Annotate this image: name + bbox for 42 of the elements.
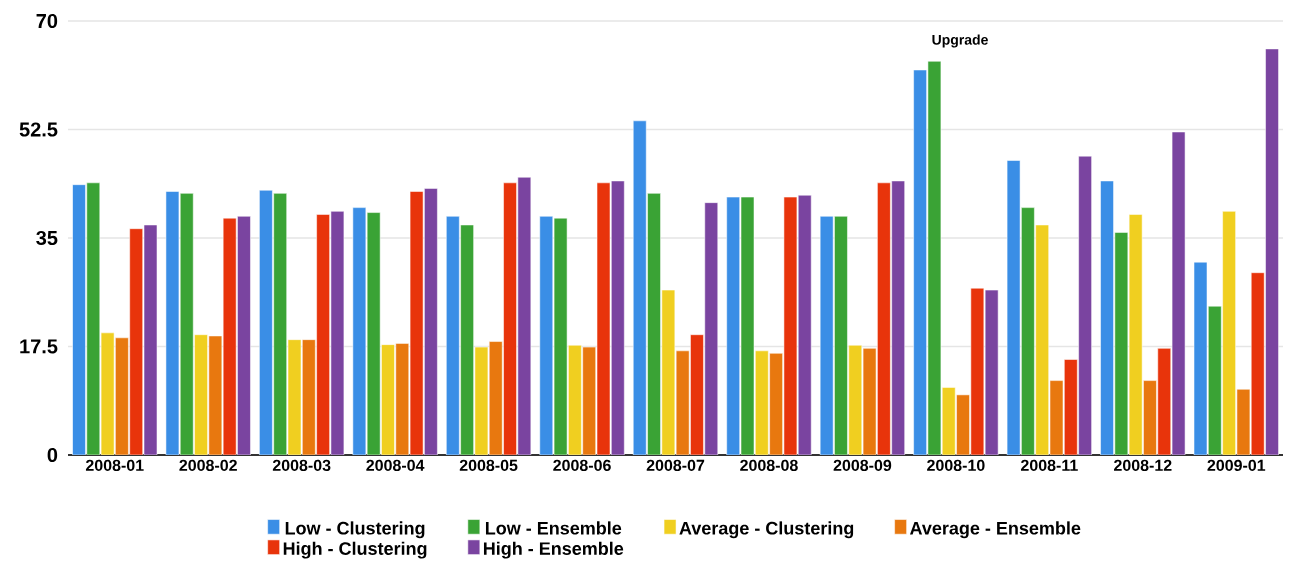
y-tick-label: 17.5 [20, 339, 58, 354]
y-tick-label: 35 [36, 230, 58, 246]
bar [726, 196, 740, 455]
bar [819, 216, 834, 455]
x-tick-label: 2008-02 [179, 459, 237, 472]
annotation: Upgrade [932, 34, 988, 48]
x-tick-label: 2008-06 [553, 459, 611, 472]
x-tick-label: 2008-09 [833, 459, 892, 472]
bar [582, 346, 596, 455]
bar [769, 353, 783, 455]
bar [259, 189, 273, 455]
x-tick-label: 2009-01 [1207, 459, 1266, 472]
x-tick-label: 2008-05 [459, 459, 518, 472]
x-tick-label: 2008-04 [366, 459, 425, 472]
bar [302, 339, 316, 455]
bar [632, 120, 647, 455]
bar [115, 337, 129, 455]
x-tick-label: 2008-11 [1020, 459, 1078, 472]
legend-label: Low - Clustering [285, 521, 425, 539]
x-tick-label: 2008-12 [1114, 459, 1172, 472]
bar [446, 216, 460, 455]
x-tick-label: 2008-01 [85, 459, 144, 472]
y-tick-label: 52.5 [19, 122, 58, 137]
bar [488, 341, 503, 455]
legend-label: High - Ensemble [483, 541, 624, 559]
bar [72, 184, 86, 455]
bar [913, 69, 927, 455]
bar [1143, 380, 1157, 455]
y-tick-label: 70 [36, 13, 58, 29]
legend-label: Low - Ensemble [485, 521, 622, 535]
x-tick-label: 2008-08 [740, 459, 798, 472]
legend-label: High - Clustering [283, 541, 427, 559]
bar [675, 350, 690, 455]
x-tick-label: 2008-07 [646, 459, 705, 472]
x-tick-label: 2008-03 [272, 459, 331, 472]
bar [1100, 180, 1114, 455]
legend-label: Average - Ensemble [909, 521, 1081, 539]
y-tick-label: 0 [47, 447, 58, 463]
bar [539, 216, 554, 455]
bar [395, 343, 410, 455]
x-tick-label: 2008-10 [927, 459, 985, 472]
legend-label: Average - Clustering [679, 521, 854, 539]
